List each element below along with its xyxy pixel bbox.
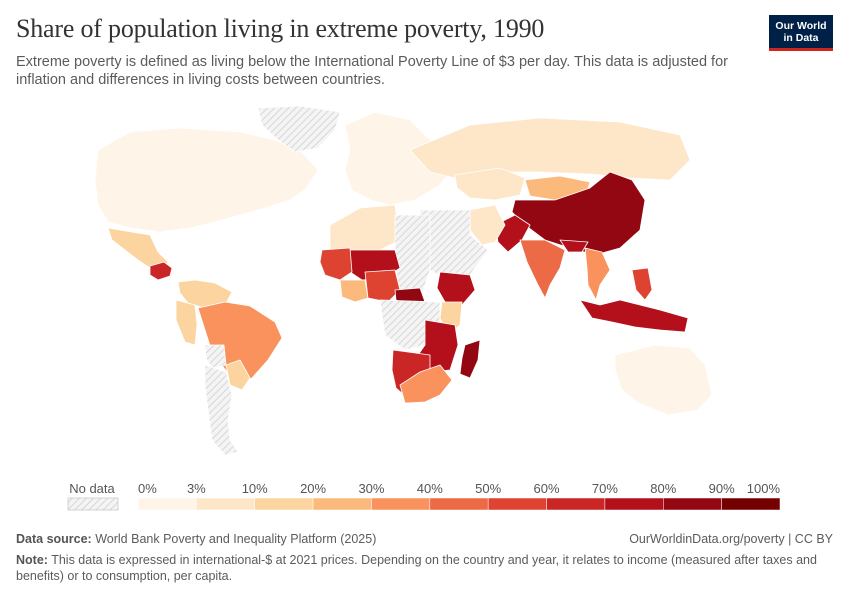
owid-logo[interactable]: Our World in Data — [769, 15, 833, 51]
region-libya-sudan[interactable] — [394, 214, 431, 301]
region-senegal-mauritania[interactable] — [319, 247, 353, 281]
region-ecuador-peru[interactable] — [175, 299, 198, 346]
legend-bin-swatch[interactable] — [721, 497, 781, 511]
legend-bin-swatch[interactable] — [371, 497, 431, 511]
region-paraguay-uruguay[interactable] — [225, 359, 251, 391]
legend-bin-swatch[interactable] — [312, 497, 372, 511]
world-map[interactable] — [0, 100, 850, 470]
legend-tick-label: 10% — [242, 481, 268, 496]
legend-no-data-swatch — [67, 497, 119, 511]
legend-bin-swatch[interactable] — [254, 497, 314, 511]
legend-bin-swatch[interactable] — [429, 497, 489, 511]
legend-bin-swatch[interactable] — [546, 497, 606, 511]
legend-tick-label: 70% — [592, 481, 618, 496]
legend-tick-label: 30% — [358, 481, 384, 496]
legend-bin-swatch[interactable] — [663, 497, 722, 511]
source-label: Data source: — [16, 532, 92, 546]
chart-subtitle: Extreme poverty is defined as living bel… — [16, 54, 728, 88]
legend-tick-label: 80% — [650, 481, 676, 496]
legend-tick-label: 20% — [300, 481, 326, 496]
region-ethiopia[interactable] — [436, 271, 476, 306]
region-madagascar[interactable] — [459, 339, 481, 379]
region-europe[interactable] — [344, 111, 456, 206]
color-legend: No data 0% 3% 10% 20% 30% 40% 50% 60% 70% 80% 90% 1… — [67, 481, 781, 511]
region-india[interactable] — [519, 239, 566, 299]
legend-tick-label: 3% — [187, 481, 206, 496]
legend-bin-swatch[interactable] — [604, 497, 664, 511]
footnote: Note: This data is expressed in internat… — [16, 552, 831, 584]
source-text[interactable]: World Bank Poverty and Inequality Platfo… — [95, 532, 377, 546]
region-bangladesh-nepal[interactable] — [559, 239, 589, 253]
note-label: Note: — [16, 553, 48, 567]
region-north-africa[interactable] — [329, 204, 401, 256]
legend-tick-label: 90% — [709, 481, 735, 496]
data-source: Data source: World Bank Poverty and Ineq… — [16, 532, 376, 546]
region-greenland[interactable] — [257, 105, 341, 153]
legend-tick-label: 60% — [534, 481, 560, 496]
region-philippines[interactable] — [631, 267, 653, 301]
legend-tick-label: 40% — [417, 481, 443, 496]
region-thailand-vietnam[interactable] — [584, 247, 611, 301]
region-kazakhstan[interactable] — [454, 167, 526, 201]
chart-title: Share of population living in extreme po… — [16, 14, 545, 43]
region-north-america[interactable] — [94, 127, 319, 233]
region-ghana-cote-d-ivoire[interactable] — [339, 279, 369, 303]
logo-line-1: Our World — [775, 20, 827, 32]
legend-bin-swatch[interactable] — [196, 497, 255, 511]
region-guatemala-honduras[interactable] — [149, 261, 173, 281]
region-south-africa[interactable] — [399, 364, 453, 404]
legend-no-data-label: No data — [69, 481, 115, 496]
region-bolivia[interactable] — [204, 344, 227, 369]
region-russia[interactable] — [409, 117, 691, 181]
legend-bin-swatch[interactable] — [137, 497, 197, 511]
legend-tick-label: 0% — [138, 481, 157, 496]
legend-bin-swatch[interactable] — [487, 497, 547, 511]
source-url[interactable]: OurWorldinData.org/poverty | CC BY — [629, 532, 833, 546]
legend-tick-label: 50% — [475, 481, 501, 496]
note-text: This data is expressed in international-… — [16, 553, 817, 583]
region-indonesia[interactable] — [579, 299, 689, 333]
region-australia[interactable] — [614, 344, 713, 416]
region-nigeria[interactable] — [364, 269, 401, 303]
logo-line-2: in Data — [783, 32, 819, 44]
legend-tick-label: 100% — [747, 481, 781, 496]
region-argentina-chile[interactable] — [204, 364, 239, 456]
